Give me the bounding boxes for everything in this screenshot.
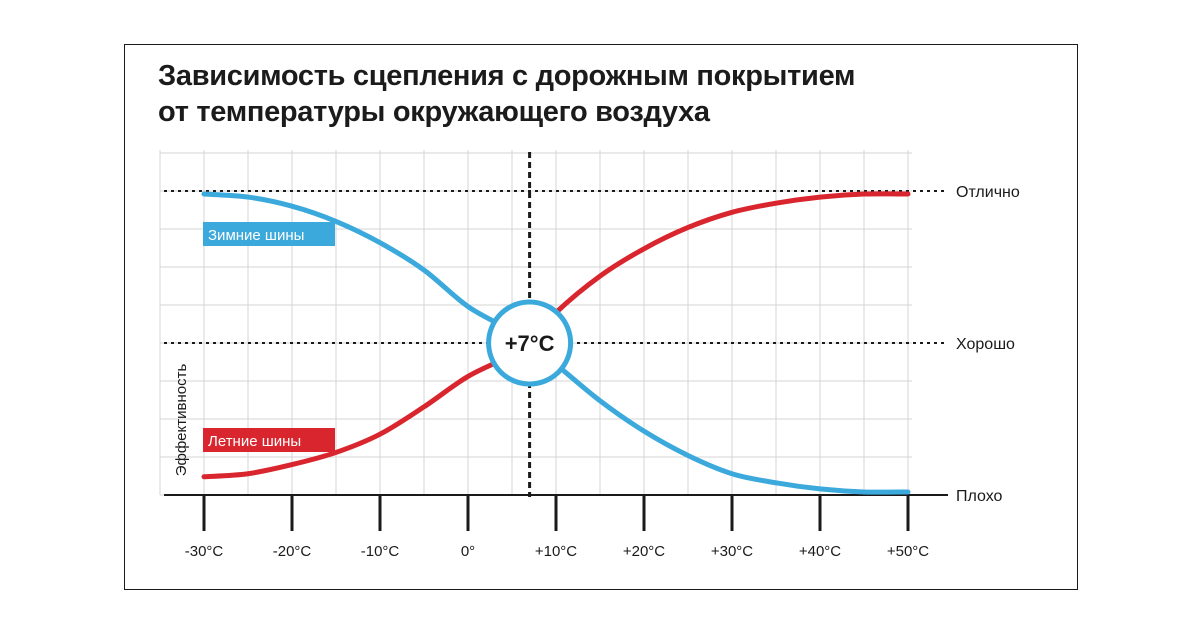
chart-title: Зависимость сцепления с дорожным покрыти… [158, 58, 978, 130]
x-tick-label: +40°C [799, 543, 841, 560]
x-tick-label: +10°C [535, 543, 577, 560]
x-tick-label: -10°C [361, 543, 400, 560]
series-label-box [203, 222, 335, 246]
x-tick-label: +30°C [711, 543, 753, 560]
level-label: Хорошо [956, 336, 1015, 353]
chart-frame [124, 44, 1078, 590]
series-label-box [203, 428, 335, 452]
x-tick-label: -30°C [185, 543, 224, 560]
crossover-marker: +7°C [486, 299, 574, 387]
crossover-circle [486, 299, 574, 387]
x-tick-label: +50°C [887, 543, 929, 560]
x-tick-label: 0° [461, 543, 475, 560]
level-label: Плохо [956, 488, 1003, 505]
series-label-winter: Зимние шины [208, 227, 304, 244]
series-label-summer: Летние шины [208, 433, 301, 450]
x-tick-label: +20°C [623, 543, 665, 560]
y-axis-label: Эффективность [173, 364, 190, 477]
x-tick-label: -20°C [273, 543, 312, 560]
chart-title-line-2: от температуры окружающего воздуха [158, 96, 710, 128]
chart-title-line-1: Зависимость сцепления с дорожным покрыти… [158, 60, 856, 92]
series-labels: Зимние шины Летние шины [203, 222, 335, 452]
crossover-label: +7°C [505, 331, 555, 356]
level-label: Отлично [956, 184, 1020, 201]
